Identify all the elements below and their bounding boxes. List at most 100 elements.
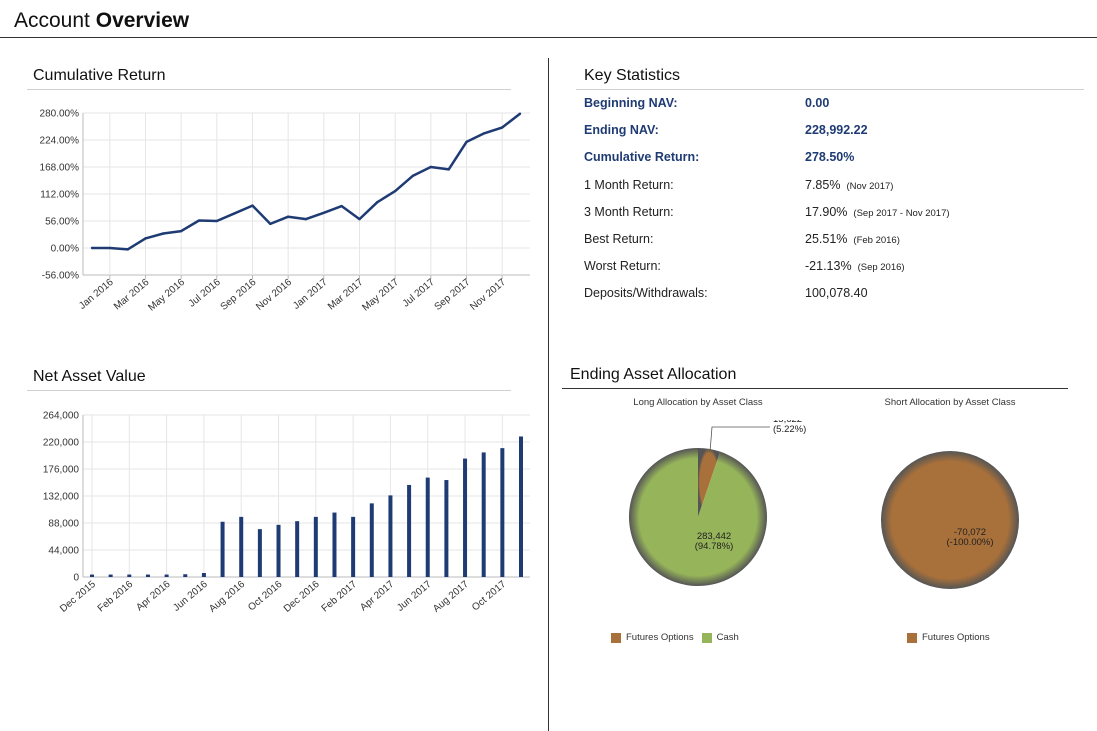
stat-label: 3 Month Return: bbox=[584, 204, 674, 219]
net-asset-value-chart: 264,000 220,000 176,000 132,000 88,000 44,000… bbox=[43, 411, 530, 615]
page-title-bold: Overview bbox=[95, 9, 190, 32]
title-divider bbox=[0, 37, 1097, 38]
pie-slice bbox=[698, 448, 721, 517]
data-point bbox=[233, 212, 236, 215]
data-point bbox=[447, 168, 450, 171]
long-allocation-legend: Futures Options Cash bbox=[611, 632, 747, 643]
y-tick-label: 220,000 bbox=[43, 438, 80, 449]
data-point bbox=[393, 189, 397, 193]
x-tick-label: Jun 2016 bbox=[171, 579, 210, 614]
slice-value-label: 15,622 bbox=[773, 420, 802, 425]
legend-item-cash: Cash bbox=[701, 632, 739, 643]
x-tick-label: Feb 2016 bbox=[96, 579, 136, 615]
data-point bbox=[483, 132, 486, 135]
y-tick-label: -56.00% bbox=[42, 271, 79, 282]
short-allocation-legend: Futures Options bbox=[907, 632, 998, 643]
nav-bar bbox=[127, 574, 132, 577]
stat-value-text: 17.90% bbox=[805, 204, 848, 219]
stat-label: Deposits/Withdrawals: bbox=[584, 286, 708, 301]
stat-value-text: 228,992.22 bbox=[805, 123, 868, 138]
data-point bbox=[108, 246, 112, 250]
y-tick-label: 0.00% bbox=[51, 244, 79, 255]
y-tick-label: 176,000 bbox=[43, 465, 80, 476]
callout-line bbox=[709, 426, 770, 453]
data-point bbox=[144, 237, 147, 240]
ending-asset-allocation-rule bbox=[562, 388, 1068, 389]
stat-value-text: 100,078.40 bbox=[805, 286, 868, 301]
page-title: Account Overview bbox=[14, 9, 189, 33]
page-title-normal: Account bbox=[14, 9, 90, 32]
nav-bar bbox=[351, 516, 356, 577]
nav-bar bbox=[220, 521, 225, 577]
nav-bar bbox=[425, 477, 430, 577]
y-tick-label: 56.00% bbox=[45, 217, 79, 228]
data-point bbox=[304, 217, 308, 221]
stat-row: Best Return: 25.51% (Feb 2016) bbox=[584, 232, 1084, 259]
nav-bar bbox=[407, 484, 412, 577]
long-allocation-pie-chart: 15,622(5.22%) 283,442(94.78%) bbox=[629, 420, 806, 586]
stat-row: Cumulative Return: 278.50% bbox=[584, 150, 1084, 177]
nav-bar bbox=[481, 452, 486, 577]
y-tick-label: 224.00% bbox=[40, 136, 80, 147]
nav-bar bbox=[332, 512, 337, 577]
key-statistics-rule bbox=[576, 89, 1084, 90]
x-tick-label: Apr 2016 bbox=[134, 579, 172, 614]
legend-swatch bbox=[907, 632, 917, 643]
x-tick-label: Aug 2016 bbox=[207, 579, 247, 615]
y-tick-label: 168.00% bbox=[40, 163, 80, 174]
x-tick-label: Sep 2017 bbox=[433, 277, 473, 313]
nav-bar bbox=[519, 436, 523, 577]
data-point bbox=[90, 246, 94, 250]
data-point bbox=[518, 112, 522, 115]
x-tick-label: Dec 2016 bbox=[282, 579, 322, 615]
slice-pct-label: (94.78%) bbox=[695, 541, 734, 552]
data-point bbox=[500, 126, 504, 129]
data-point bbox=[286, 215, 290, 218]
stat-label: Cumulative Return: bbox=[584, 150, 700, 165]
y-tick-label: 0 bbox=[73, 573, 79, 584]
stat-label: Worst Return: bbox=[584, 259, 661, 274]
x-tick-label: Nov 2016 bbox=[254, 277, 294, 313]
x-tick-label: Jun 2017 bbox=[395, 579, 434, 614]
data-point bbox=[179, 229, 183, 233]
stat-note: (Nov 2017) bbox=[846, 180, 894, 192]
net-asset-value-title: Net Asset Value bbox=[33, 368, 146, 385]
x-tick-label: Feb 2017 bbox=[320, 579, 360, 615]
legend-label: Futures Options bbox=[922, 632, 990, 643]
long-allocation-subtitle: Long Allocation by Asset Class bbox=[633, 397, 763, 408]
x-tick-label: Mar 2017 bbox=[326, 277, 366, 313]
pie-slice bbox=[629, 448, 767, 586]
stat-label: Best Return: bbox=[584, 231, 654, 246]
nav-bar bbox=[444, 480, 449, 577]
x-tick-label: Jan 2016 bbox=[77, 277, 116, 312]
stat-note: (Sep 2017 - Nov 2017) bbox=[853, 207, 950, 219]
pie-slice bbox=[881, 451, 1019, 589]
nav-bar bbox=[239, 516, 244, 577]
short-allocation-subtitle: Short Allocation by Asset Class bbox=[884, 397, 1016, 408]
slice-value-label: -70,072 bbox=[954, 527, 986, 538]
cumulative-return-line bbox=[92, 112, 521, 251]
data-point bbox=[197, 219, 201, 222]
x-tick-label: Aug 2017 bbox=[431, 579, 471, 615]
data-point bbox=[126, 248, 129, 251]
nav-bar bbox=[500, 448, 505, 577]
stat-note: (Feb 2016) bbox=[853, 234, 900, 246]
data-point bbox=[376, 200, 379, 204]
nav-bar bbox=[183, 574, 188, 577]
short-allocation-pie-chart: -70,072(-100.00%) bbox=[881, 451, 1019, 589]
y-tick-label: 132,000 bbox=[43, 492, 80, 503]
stat-label: 1 Month Return: bbox=[584, 177, 674, 192]
data-point bbox=[269, 222, 272, 226]
data-point bbox=[162, 232, 165, 235]
x-tick-label: May 2017 bbox=[360, 277, 401, 314]
nav-bar bbox=[276, 524, 281, 577]
cumulative-return-chart: 280.00% 224.00% 168.00% 112.00% 56.00% 0.00% -… bbox=[40, 109, 530, 314]
legend-item-futures-options: Futures Options bbox=[907, 632, 990, 643]
data-point bbox=[251, 204, 254, 207]
nav-bar bbox=[313, 516, 318, 577]
y-tick-label: 280.00% bbox=[40, 109, 80, 120]
key-statistics-table: Beginning NAV: 0.00 Ending NAV: 228,992.22 C… bbox=[584, 96, 1084, 314]
x-tick-label: Apr 2017 bbox=[358, 579, 396, 614]
cumulative-return-rule bbox=[27, 89, 511, 90]
slice-pct-label: (5.22%) bbox=[773, 424, 806, 435]
